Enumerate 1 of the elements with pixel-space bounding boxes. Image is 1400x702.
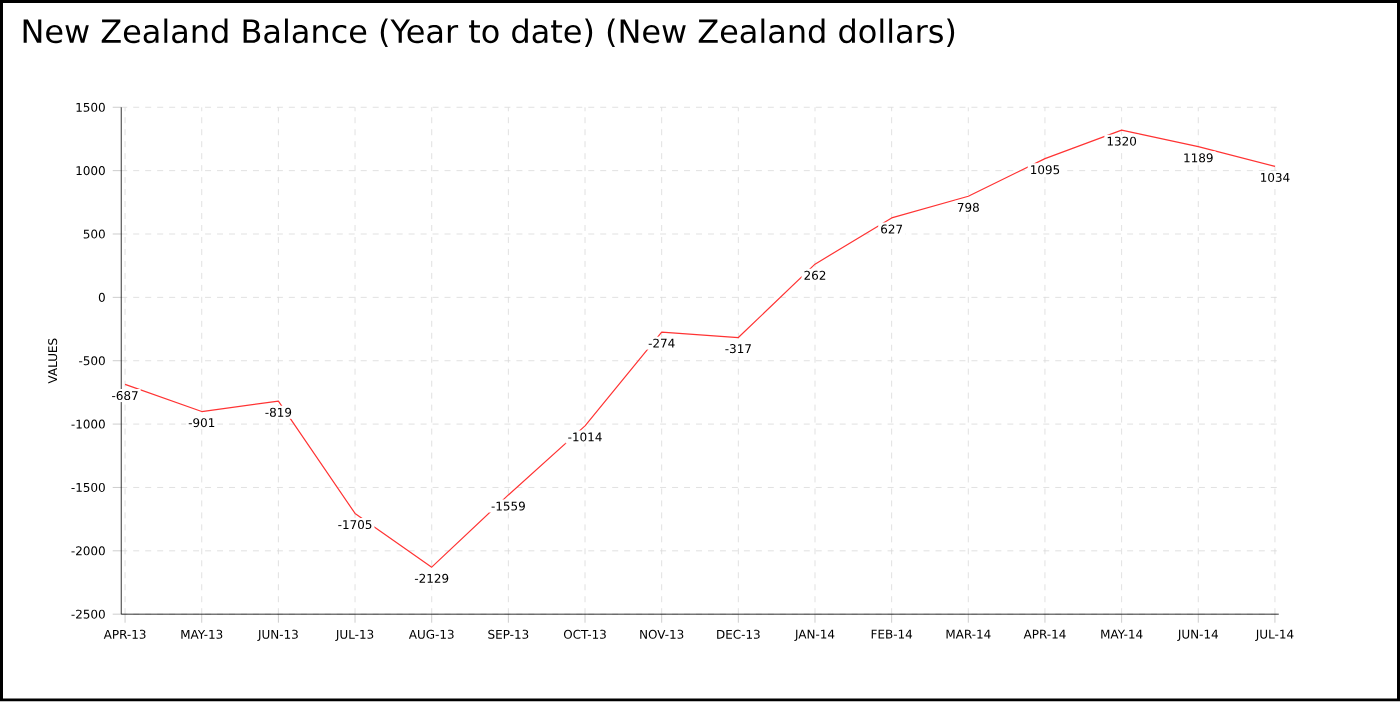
chart-title: New Zealand Balance (Year to date) (New Zealand dollars) bbox=[23, 18, 955, 48]
